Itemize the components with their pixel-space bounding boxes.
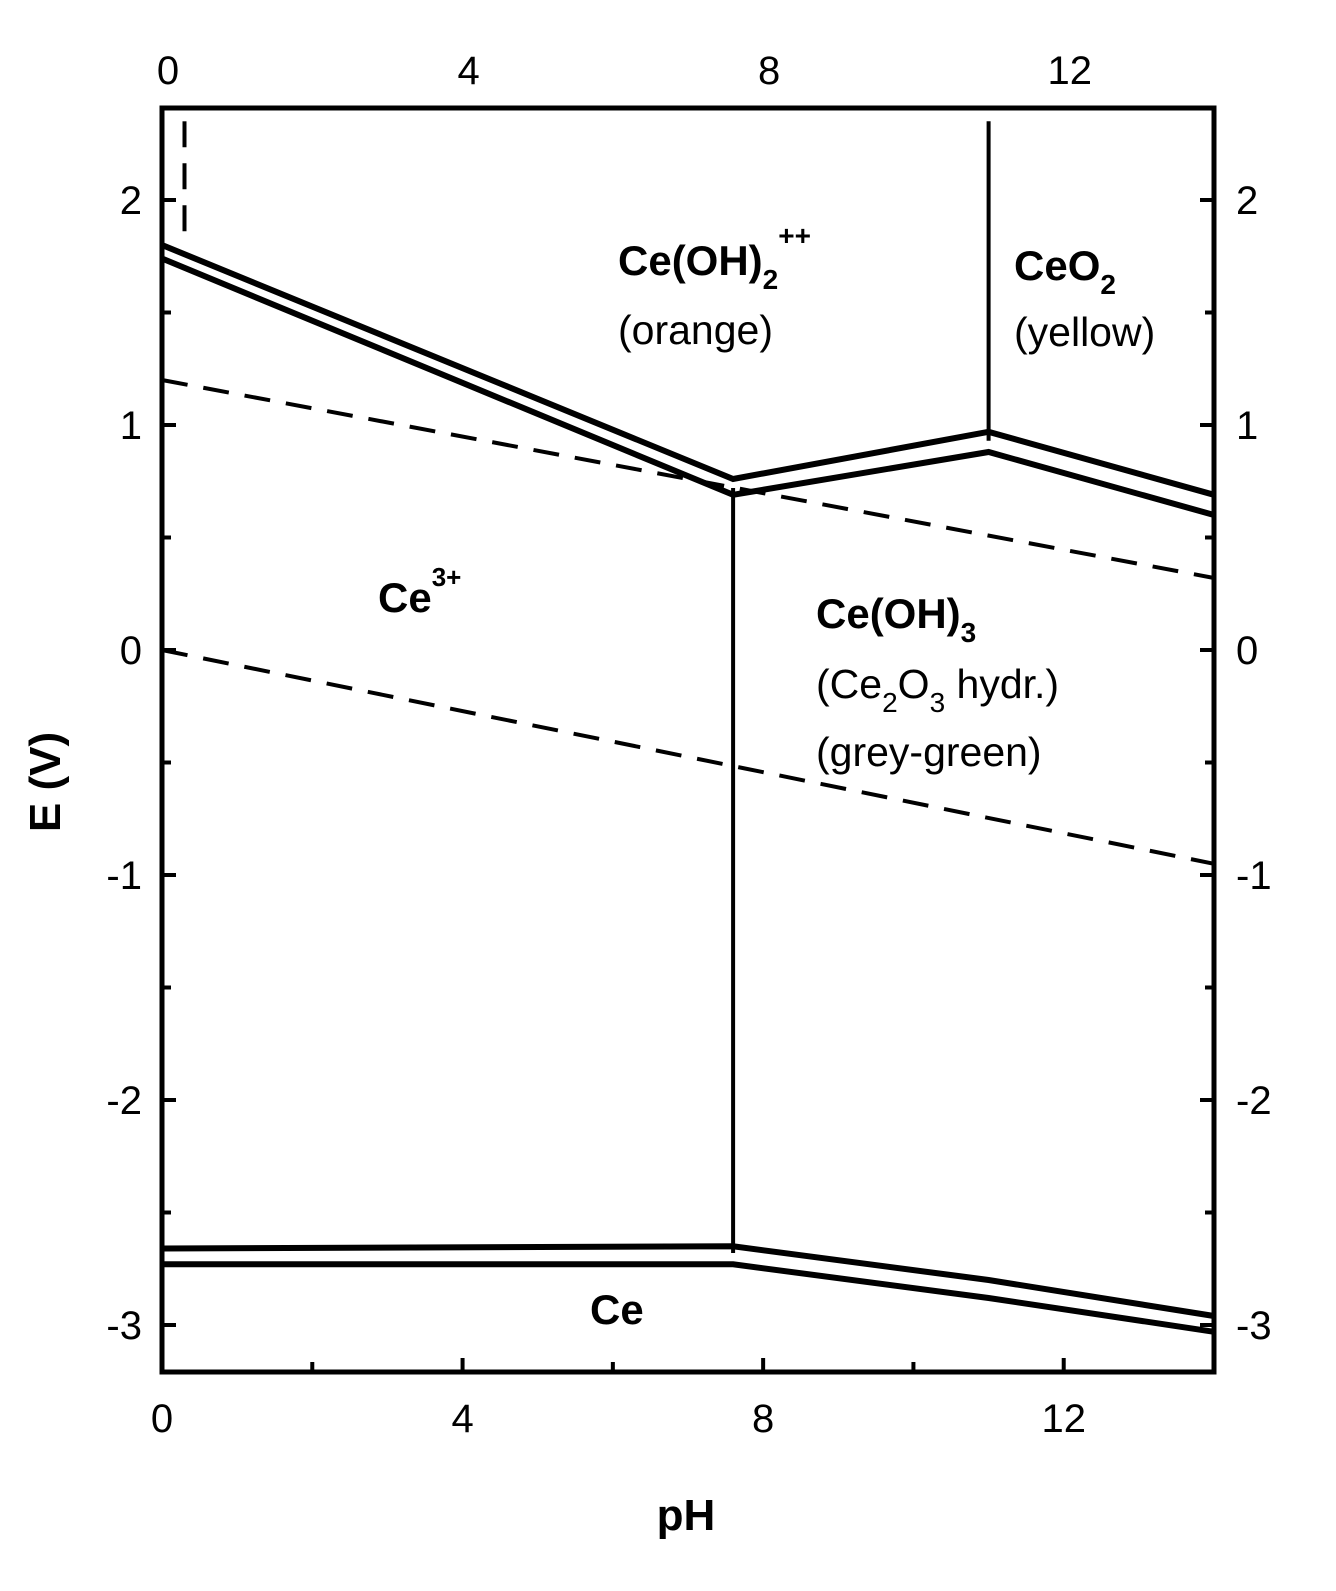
- water-stability-lines: [161, 121, 1215, 866]
- x-tick-label-bottom: 4: [451, 1397, 473, 1441]
- y-axis-title: E (V): [21, 732, 70, 832]
- region-label-ce-oh3: Ce(OH)3: [816, 590, 976, 648]
- y-tick-label-left: 2: [120, 179, 142, 223]
- region-note-ceo2: (yellow): [1014, 309, 1155, 355]
- y-tick-label-left: 1: [120, 404, 142, 448]
- x-tick-label-top: 0: [157, 49, 179, 93]
- boundary-line-6: [162, 1261, 1215, 1335]
- boundary-line-5: [161, 1243, 1215, 1319]
- water-line-2: [161, 648, 1215, 866]
- y-tick-label-left: -1: [106, 854, 142, 898]
- y-tick-label-right: 1: [1236, 404, 1258, 448]
- y-tick-label-left: -3: [106, 1304, 142, 1348]
- region-label-ceo2: CeO2: [1014, 242, 1116, 300]
- x-tick-label-bottom: 12: [1041, 1397, 1086, 1441]
- x-tick-label-top: 12: [1047, 49, 1092, 93]
- region-label-ce3: Ce3+: [378, 562, 461, 621]
- plot-frame: [159, 105, 1217, 1375]
- region-note-ce2o3-hydr: (Ce2O3 hydr.): [816, 661, 1059, 718]
- water-line-1: [161, 378, 1215, 580]
- y-tick-label-left: -2: [106, 1079, 142, 1123]
- y-tick-label-right: 2: [1236, 179, 1258, 223]
- x-tick-label-top: 8: [758, 49, 780, 93]
- boundary-lines: [160, 121, 1215, 1335]
- x-axis-title: pH: [657, 1491, 716, 1540]
- y-tick-label-right: -1: [1236, 854, 1272, 898]
- boundary-line-1: [160, 242, 1215, 498]
- x-tick-label-bottom: 8: [752, 1397, 774, 1441]
- x-tick-label-bottom: 0: [151, 1397, 173, 1441]
- y-tick-label-right: -2: [1236, 1079, 1272, 1123]
- region-note-grey-green: (grey-green): [816, 729, 1042, 775]
- y-tick-label-left: 0: [120, 629, 142, 673]
- region-note-ce-oh2: (orange): [618, 307, 773, 353]
- x-tick-label-top: 4: [457, 49, 479, 93]
- y-tick-label-right: 0: [1236, 629, 1258, 673]
- region-label-ce-oh2: Ce(OH)2++: [618, 220, 811, 295]
- region-label-ce-metal: Ce: [590, 1286, 644, 1333]
- y-tick-label-right: -3: [1236, 1304, 1272, 1348]
- boundary-line-2: [160, 255, 1215, 518]
